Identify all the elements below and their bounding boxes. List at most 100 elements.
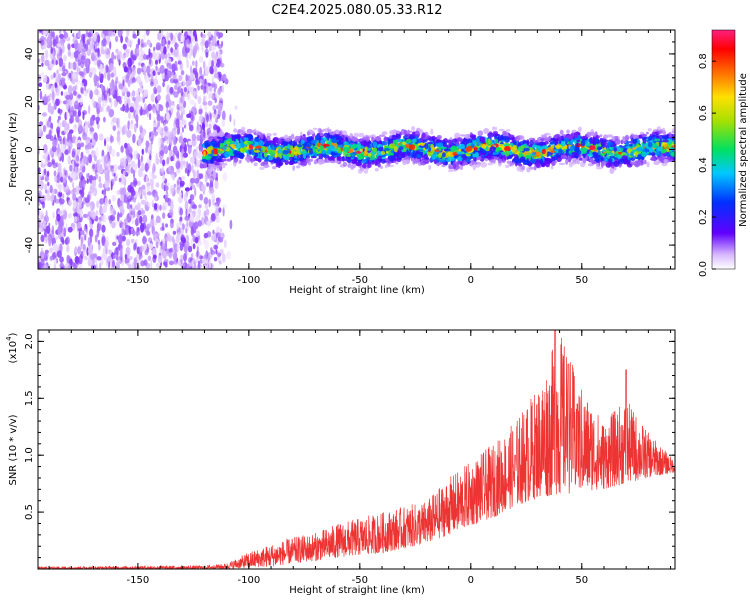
- heatmap-noise-cell: [203, 197, 209, 205]
- heatmap-cells: [38, 30, 675, 269]
- heatmap-noise-cell: [194, 71, 199, 79]
- heatmap-noise-cell: [203, 237, 206, 244]
- heatmap-noise-cell: [80, 86, 83, 94]
- heatmap-noise-cell: [46, 225, 51, 235]
- heatmap-noise-cell: [119, 187, 125, 195]
- heatmap-noise-cell: [233, 128, 238, 133]
- heatmap-noise-cell: [42, 253, 45, 260]
- heatmap-noise-cell: [218, 207, 222, 213]
- heatmap-noise-cell: [176, 222, 180, 230]
- heatmap-noise-cell: [116, 117, 121, 126]
- heatmap-noise-cell: [170, 47, 174, 53]
- heatmap-noise-cell: [71, 171, 77, 181]
- heatmap-noise-cell: [103, 94, 108, 101]
- heatmap-noise-cell: [143, 259, 148, 267]
- heatmap-noise-cell: [189, 213, 195, 223]
- heatmap-noise-cell: [164, 125, 168, 132]
- heatmap-noise-cell: [151, 247, 157, 257]
- heatmap-signal-cell: [363, 169, 369, 174]
- heatmap-noise-cell: [68, 61, 71, 70]
- heatmap-noise-cell: [195, 60, 198, 69]
- heatmap-noise-cell: [84, 256, 88, 261]
- heatmap-noise-cell: [91, 52, 95, 61]
- heatmap-noise-cell: [180, 176, 186, 181]
- heatmap-noise-cell: [58, 79, 62, 86]
- heatmap-noise-cell: [88, 104, 91, 115]
- heatmap-signal-cell: [448, 169, 453, 173]
- heatmap-noise-cell: [137, 138, 142, 146]
- heatmap-noise-cell: [52, 38, 57, 47]
- heatmap-noise-cell: [152, 231, 157, 239]
- heatmap-noise-cell: [213, 73, 219, 79]
- heatmap-noise-cell: [55, 98, 60, 107]
- heatmap-noise-cell: [43, 144, 48, 154]
- heatmap-noise-cell: [188, 206, 192, 212]
- heatmap-noise-cell: [96, 256, 102, 261]
- heatmap-noise-cell: [131, 114, 135, 120]
- heatmap-noise-cell: [190, 238, 193, 247]
- heatmap-noise-cell: [46, 44, 51, 49]
- heatmap-noise-cell: [209, 180, 214, 187]
- heatmap-noise-cell: [160, 30, 164, 38]
- heatmap-noise-cell: [156, 94, 161, 101]
- heatmap-noise-cell: [51, 59, 55, 65]
- heatmap-noise-cell: [46, 120, 52, 128]
- heatmap-noise-cell: [103, 116, 106, 123]
- heatmap-noise-cell: [60, 266, 64, 269]
- heatmap-noise-cell: [159, 168, 162, 176]
- heatmap-noise-cell: [140, 199, 146, 205]
- heatmap-noise-cell: [127, 195, 133, 201]
- heatmap-noise-cell: [140, 155, 143, 163]
- heatmap-noise-cell: [137, 158, 141, 169]
- heatmap-signal-cell: [222, 163, 226, 169]
- heatmap-noise-cell: [222, 172, 228, 182]
- heatmap-noise-cell: [207, 31, 212, 38]
- heatmap-noise-cell: [82, 112, 85, 120]
- heatmap-noise-cell: [81, 48, 87, 53]
- heatmap-signal-cell: [648, 147, 654, 152]
- heatmap-noise-cell: [100, 84, 103, 90]
- heatmap-noise-cell: [128, 225, 132, 236]
- heatmap-noise-cell: [162, 81, 165, 88]
- heatmap-noise-cell: [99, 262, 102, 269]
- heatmap-noise-cell: [41, 195, 46, 202]
- heatmap-noise-cell: [102, 30, 108, 35]
- heatmap-noise-cell: [182, 223, 185, 230]
- heatmap-noise-cell: [205, 208, 210, 216]
- heatmap-noise-cell: [51, 91, 55, 100]
- heatmap-noise-cell: [40, 214, 43, 225]
- heatmap-noise-cell: [171, 235, 175, 244]
- heatmap-noise-cell: [214, 180, 219, 190]
- heatmap-noise-cell: [162, 250, 167, 260]
- heatmap-signal-cell: [403, 129, 408, 135]
- heatmap-noise-cell: [48, 33, 51, 43]
- heatmap-noise-cell: [77, 142, 81, 148]
- heatmap-noise-cell: [105, 136, 111, 142]
- heatmap-noise-cell: [125, 146, 130, 156]
- heatmap-noise-cell: [110, 135, 114, 143]
- heatmap-signal-cell: [389, 130, 394, 135]
- heatmap-noise-cell: [212, 199, 215, 206]
- heatmap-noise-cell: [144, 194, 147, 200]
- heatmap-noise-cell: [144, 162, 149, 172]
- heatmap-noise-cell: [203, 232, 209, 239]
- heatmap-noise-cell: [217, 102, 223, 110]
- heatmap-noise-cell: [192, 30, 197, 37]
- heatmap-noise-cell: [75, 155, 80, 162]
- heatmap-noise-cell: [149, 171, 153, 179]
- heatmap-noise-cell: [190, 252, 194, 259]
- heatmap-noise-cell: [98, 243, 101, 251]
- heatmap-signal-cell: [345, 136, 348, 143]
- heatmap-noise-cell: [184, 167, 188, 174]
- heatmap-noise-cell: [74, 255, 80, 264]
- heatmap-noise-cell: [146, 112, 149, 118]
- heatmap-noise-cell: [101, 236, 106, 245]
- heatmap-signal-cell: [485, 154, 492, 159]
- heatmap-noise-cell: [58, 162, 62, 172]
- heatmap-noise-cell: [201, 184, 206, 192]
- heatmap-noise-cell: [197, 208, 201, 218]
- heatmap-noise-cell: [142, 42, 147, 48]
- heatmap-noise-cell: [49, 102, 52, 111]
- heatmap-noise-cell: [189, 99, 195, 105]
- heatmap-noise-cell: [95, 116, 101, 123]
